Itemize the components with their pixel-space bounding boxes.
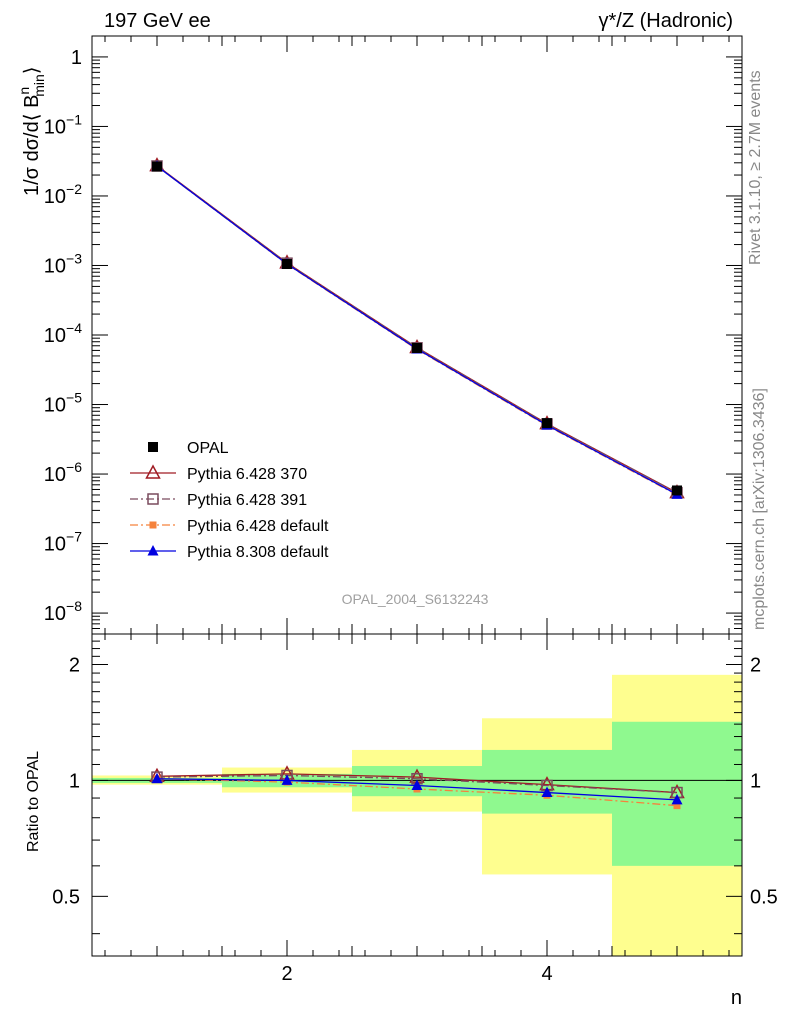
- y-tick-label: 10−3: [44, 250, 82, 277]
- y-axis-title: 1/σ dσ/d⟨ Bnmin⟩: [16, 66, 47, 196]
- data-point: [282, 259, 292, 270]
- legend-marker: [147, 493, 159, 505]
- mcplots-label: mcplots.cern.ch [arXiv:1306.3436]: [751, 388, 768, 630]
- rivet-version-label: Rivet 3.1.10, ≥ 2.7M events: [747, 70, 764, 265]
- ratio-tick-label-left: 1: [69, 770, 80, 792]
- ratio-point: [411, 779, 423, 791]
- x-tick-label: 2: [281, 963, 292, 985]
- header-right-label: γ*/Z (Hadronic): [599, 10, 733, 32]
- legend-label: OPAL: [187, 440, 229, 457]
- legend-marker: [147, 545, 159, 556]
- legend-marker: [145, 464, 161, 479]
- ratio-point: [541, 786, 553, 798]
- y-tick-label: 10−5: [44, 390, 82, 417]
- axis-ticks: [92, 35, 743, 956]
- legend-label: Pythia 6.428 391: [187, 492, 307, 509]
- legend-label: Pythia 8.308 default: [187, 544, 329, 561]
- data-point: [542, 418, 552, 429]
- data-series: [149, 157, 685, 499]
- y-tick-label: 10−1: [44, 111, 82, 138]
- ratio-point: [673, 802, 681, 810]
- y-tick-labels: 1 10−1 10−2 10−3 10−4 10−5 10−6 10−7 10−8 0.5 0.5 1…: [44, 47, 778, 908]
- y-tick-label: 10−2: [44, 181, 82, 208]
- data-point: [672, 485, 682, 496]
- ratio-line: [156, 774, 678, 794]
- ratio-point: [671, 793, 683, 805]
- series-line: [156, 165, 678, 496]
- ratio-tick-label-right: 1: [750, 770, 761, 792]
- ratio-tick-label-right: 0.5: [750, 886, 778, 908]
- analysis-watermark: OPAL_2004_S6132243: [342, 591, 489, 607]
- ratio-tick-label-right: 2: [750, 654, 761, 676]
- ratio-bands: [92, 674, 742, 956]
- data-point: [412, 343, 422, 354]
- ratio-tick-label-left: 2: [69, 654, 80, 676]
- x-tick-label: 4: [541, 963, 552, 985]
- series-line: [156, 165, 678, 495]
- series-line: [156, 165, 678, 494]
- ratio-point: [281, 774, 293, 785]
- y-tick-label: 1: [71, 47, 82, 69]
- legend-marker: [149, 521, 157, 529]
- legend: OPAL Pythia 6.428 370 Pythia 6.428 391 Pyth…: [130, 440, 329, 561]
- header-left-label: 197 GeV ee: [104, 10, 211, 32]
- legend-marker: [148, 442, 158, 452]
- ratio-point: [151, 772, 163, 784]
- series-line: [156, 165, 678, 494]
- y-tick-label: 10−7: [44, 529, 82, 556]
- ratio-series: [149, 765, 685, 810]
- ratio-green-band: [612, 721, 742, 866]
- legend-label: Pythia 6.428 default: [187, 518, 329, 535]
- x-axis-title: n: [731, 987, 742, 1009]
- data-point: [152, 161, 162, 172]
- legend-label: Pythia 6.428 370: [187, 466, 307, 483]
- y-tick-label: 10−4: [44, 320, 82, 347]
- y-tick-label: 10−8: [44, 598, 82, 625]
- y-tick-label: 10−6: [44, 459, 82, 486]
- ratio-axis-title: Ratio to OPAL: [25, 751, 42, 852]
- ratio-tick-label-left: 0.5: [52, 886, 80, 908]
